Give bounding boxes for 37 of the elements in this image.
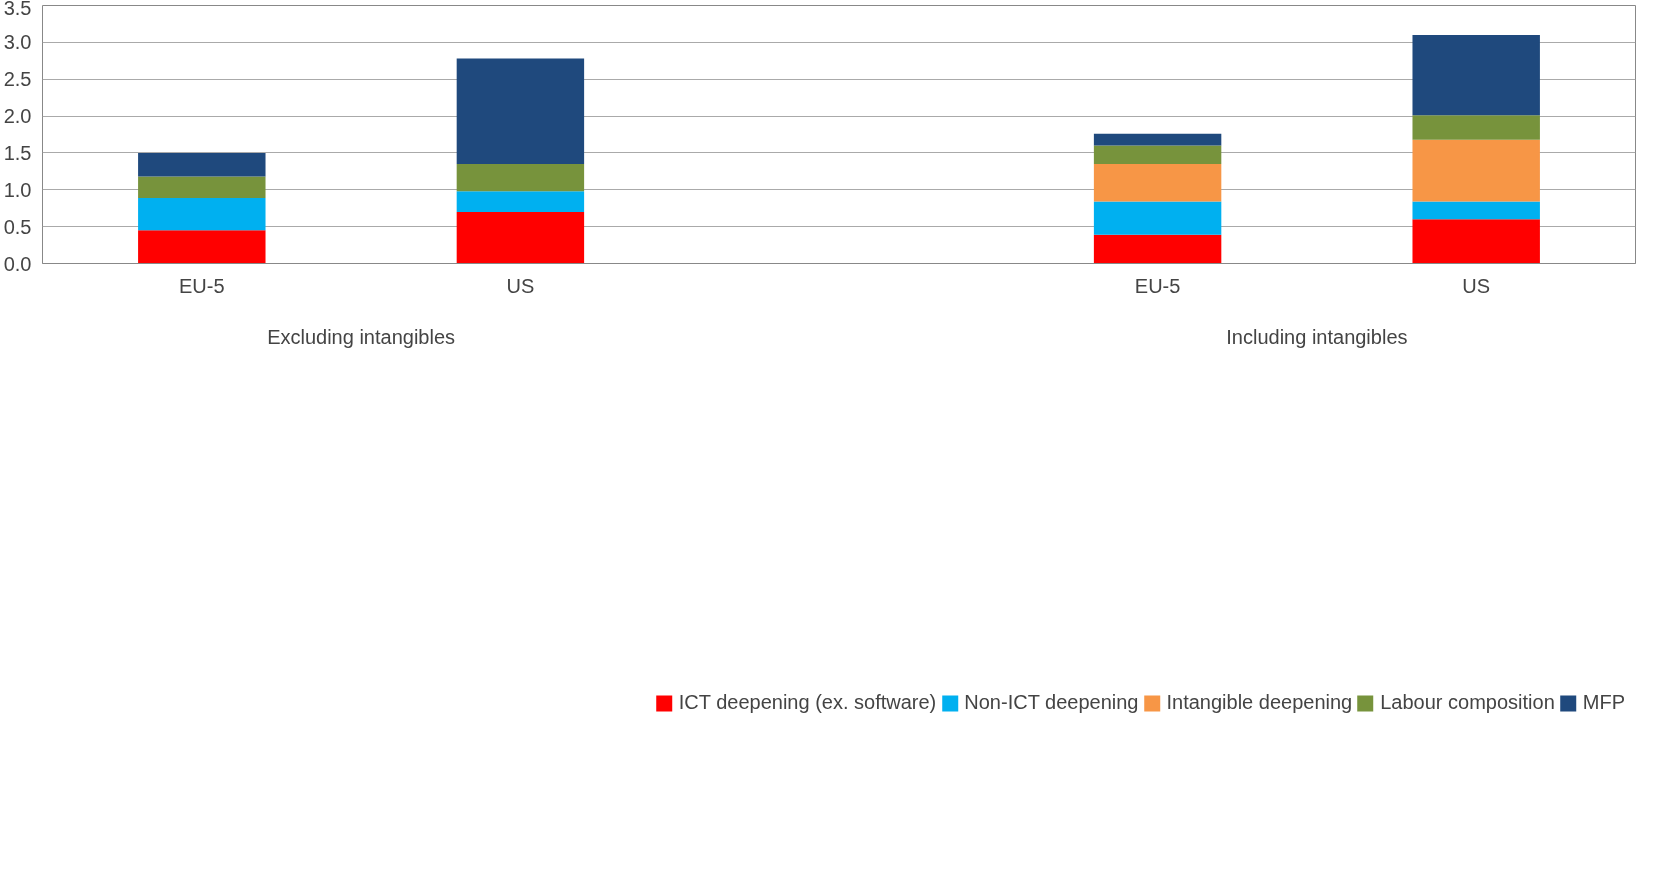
bar bbox=[138, 197, 266, 231]
legend-label: Non-ICT deepening bbox=[964, 691, 1139, 715]
bar bbox=[456, 58, 585, 164]
bar bbox=[1412, 201, 1540, 220]
x-tick-label: EU-5 bbox=[1134, 274, 1181, 297]
y-tick-label: 3.5 bbox=[3, 0, 32, 19]
x-tick-label: US bbox=[506, 274, 535, 297]
y-tick-label: 2.5 bbox=[3, 68, 32, 91]
x-tick-label: EU-5 bbox=[179, 274, 225, 297]
bar bbox=[1412, 139, 1540, 202]
legend-label: Labour composition bbox=[1380, 691, 1555, 715]
bar bbox=[1412, 115, 1540, 140]
bar bbox=[1093, 163, 1222, 202]
text: Excluding intangibles bbox=[267, 325, 456, 348]
bar bbox=[456, 211, 585, 264]
y-tick-label: 0.5 bbox=[3, 215, 32, 238]
y-tick-label: 2.0 bbox=[3, 105, 32, 128]
bar bbox=[138, 152, 266, 177]
bar bbox=[138, 230, 266, 264]
bar bbox=[138, 176, 266, 198]
y-tick-label: 1.5 bbox=[3, 141, 32, 164]
bar bbox=[1093, 234, 1222, 264]
text: Including intangibles bbox=[1226, 325, 1408, 348]
legend-label: MFP bbox=[1582, 691, 1625, 715]
y-tick-label: 3.0 bbox=[3, 31, 32, 54]
bar bbox=[1093, 145, 1222, 164]
x-tick-label: US bbox=[1462, 274, 1491, 297]
bar bbox=[1093, 201, 1222, 235]
legend-label: ICT deepening (ex. software) bbox=[678, 691, 937, 715]
bar bbox=[1412, 34, 1540, 116]
bar bbox=[456, 191, 585, 212]
bar bbox=[456, 163, 585, 192]
y-tick-label: 1.0 bbox=[3, 178, 32, 201]
bar bbox=[1412, 219, 1540, 264]
bar bbox=[1093, 133, 1222, 146]
legend-label: Intangible deepening bbox=[1166, 691, 1353, 715]
y-tick-label: 0.0 bbox=[3, 252, 32, 275]
